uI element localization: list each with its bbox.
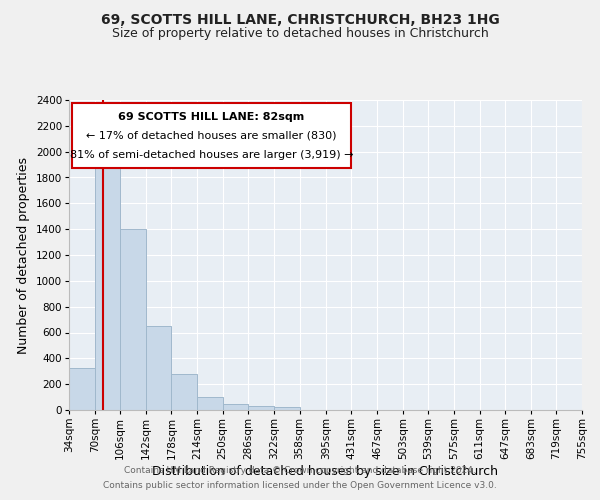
Text: Contains public sector information licensed under the Open Government Licence v3: Contains public sector information licen… bbox=[103, 481, 497, 490]
Bar bbox=[95, 155, 120, 410]
Y-axis label: Number of detached properties: Number of detached properties bbox=[17, 156, 30, 354]
Bar bbox=[248, 406, 274, 410]
Bar bbox=[172, 374, 197, 410]
Bar bbox=[69, 368, 95, 410]
FancyBboxPatch shape bbox=[71, 103, 351, 168]
Text: 69 SCOTTS HILL LANE: 82sqm: 69 SCOTTS HILL LANE: 82sqm bbox=[118, 112, 304, 122]
Bar bbox=[120, 229, 146, 410]
Bar bbox=[197, 397, 223, 410]
Text: ← 17% of detached houses are smaller (830): ← 17% of detached houses are smaller (83… bbox=[86, 131, 337, 141]
Bar bbox=[146, 326, 172, 410]
Bar bbox=[274, 408, 299, 410]
Bar bbox=[223, 404, 248, 410]
Text: 69, SCOTTS HILL LANE, CHRISTCHURCH, BH23 1HG: 69, SCOTTS HILL LANE, CHRISTCHURCH, BH23… bbox=[101, 12, 499, 26]
Text: Contains HM Land Registry data © Crown copyright and database right 2024.: Contains HM Land Registry data © Crown c… bbox=[124, 466, 476, 475]
Text: 81% of semi-detached houses are larger (3,919) →: 81% of semi-detached houses are larger (… bbox=[70, 150, 353, 160]
X-axis label: Distribution of detached houses by size in Christchurch: Distribution of detached houses by size … bbox=[152, 464, 499, 477]
Text: Size of property relative to detached houses in Christchurch: Size of property relative to detached ho… bbox=[112, 28, 488, 40]
